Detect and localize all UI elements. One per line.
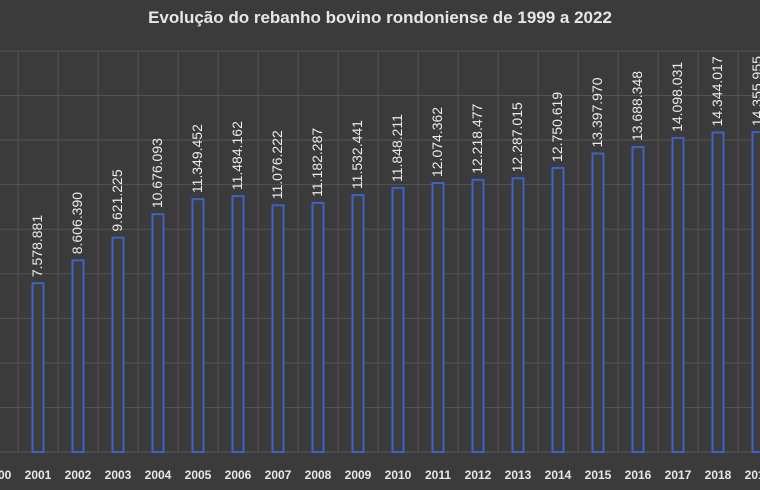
bar (551, 166, 565, 453)
bar (71, 259, 85, 454)
bar (711, 131, 725, 453)
x-tick-label: 2002 (65, 468, 92, 482)
data-label: 14.355.955 (749, 56, 760, 126)
bar (231, 195, 245, 453)
x-tick-label: 2008 (305, 468, 332, 482)
x-tick-label: 2009 (345, 468, 372, 482)
data-label: 11.076.222 (269, 130, 285, 199)
bar (111, 236, 125, 453)
value-label-layer: 7.578.881 8.606.390 9.621.225 10.676.093 11.… (29, 56, 760, 277)
bar-layer (31, 131, 760, 454)
data-label: 13.397.970 (589, 77, 605, 147)
x-tick-label: 2001 (25, 468, 52, 482)
data-label: 11.182.287 (309, 128, 325, 197)
data-label: 12.287.015 (509, 102, 525, 172)
x-tick-label: 2018 (705, 468, 732, 482)
bar (751, 131, 760, 454)
x-tick-label: 2010 (385, 468, 412, 482)
data-label: 14.344.017 (709, 56, 725, 126)
data-label: 11.484.162 (229, 121, 245, 190)
x-tick-label: 2007 (265, 468, 292, 482)
data-label: 11.349.452 (189, 124, 205, 193)
x-tick-label: 2016 (625, 468, 652, 482)
data-label: 9.621.225 (109, 169, 125, 231)
x-tick-label: 2004 (145, 468, 172, 482)
bar (151, 213, 165, 453)
bar (591, 152, 605, 453)
bar (271, 204, 285, 453)
x-tick-label: 2011 (425, 468, 451, 482)
data-label: 11.532.441 (349, 120, 365, 189)
bar (471, 178, 485, 453)
x-tick-label: 2012 (465, 468, 492, 482)
bar (191, 198, 205, 453)
bar (671, 136, 685, 454)
data-label: 14.098.031 (669, 62, 685, 132)
bar (31, 282, 45, 453)
bar (431, 182, 445, 453)
x-tick-label: 2013 (505, 468, 532, 482)
x-tick-label: 2005 (185, 468, 212, 482)
bar (311, 201, 325, 453)
x-tick-label: 2003 (105, 468, 132, 482)
chart-title: Evolução do rebanho bovino rondoniense d… (148, 8, 612, 27)
data-label: 12.750.619 (549, 92, 565, 162)
bar (631, 146, 645, 454)
x-tick-label: 2015 (585, 468, 612, 482)
data-label: 12.074.362 (429, 107, 445, 177)
x-tick-label: 2019 (745, 468, 760, 482)
bar (511, 177, 525, 453)
grid-layer (0, 50, 760, 453)
x-tick-label: 2014 (545, 468, 572, 482)
data-label: 13.688.348 (629, 71, 645, 141)
data-label: 12.218.477 (469, 104, 485, 174)
x-tick-label: 2006 (225, 468, 252, 482)
data-label: 8.606.390 (69, 192, 85, 254)
bar (391, 187, 405, 453)
x-tick-label: 2017 (665, 468, 692, 482)
x-tick-label: 2000 (0, 468, 12, 482)
bar (351, 194, 365, 453)
x-tick-layer: 2000 2001 2002 2003 2004 2005 2006 2007 2008 2009… (0, 468, 760, 482)
data-label: 7.578.881 (29, 215, 45, 277)
data-label: 10.676.093 (149, 138, 165, 208)
data-label: 11.848.211 (389, 114, 405, 182)
